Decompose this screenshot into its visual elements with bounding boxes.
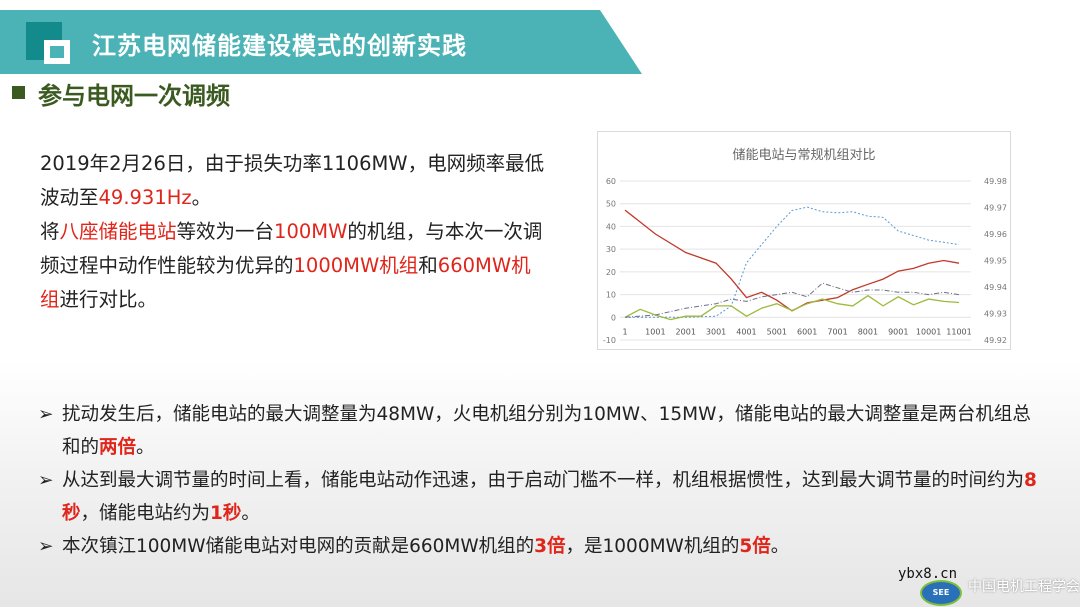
text-run: 2019年2月26日，由于损失功率1106MW，电网频率最低波动至 — [40, 152, 545, 209]
logo-square-icon-core — [50, 46, 64, 58]
chart-title: 储能电站与常规机组对比 — [732, 148, 875, 163]
org-name: 中国电机工程学会 — [968, 579, 1080, 595]
highlight-run: 660MW机组 — [40, 254, 531, 311]
text-run: 将 — [40, 220, 60, 243]
series-line-4 — [624, 282, 960, 318]
text-run: 和 — [418, 254, 438, 277]
y-left-tick-label: 10 — [606, 291, 616, 300]
text-run: 本次镇江100MW储能电站对电网的贡献是660MW机组的 — [62, 536, 535, 557]
highlight-run: 两倍 — [99, 437, 137, 458]
arrow-bullet-icon: ➢ — [38, 470, 54, 491]
square-bullet-icon — [12, 86, 25, 99]
x-tick-label: 6001 — [797, 327, 817, 336]
x-tick-label: 11001 — [946, 327, 971, 336]
bullet-list: ➢ 扰动发生后，储能电站的最大调整量为48MW，火电机组分别为10MW、15MW，… — [38, 398, 1048, 563]
y-left-tick-label: 0 — [611, 313, 616, 322]
intro-paragraph-1: 2019年2月26日，由于损失功率1106MW，电网频率最低波动至49.931H… — [40, 147, 550, 215]
text-run: 的机组，与本次一次调频过程中动作性能较为优异的 — [40, 220, 543, 277]
slide-title: 江苏电网储能建设模式的创新实践 — [92, 32, 467, 60]
y-left-tick-label: 50 — [606, 200, 616, 209]
x-tick-label: 5001 — [767, 327, 787, 336]
x-tick-label: 10001 — [916, 327, 941, 336]
x-tick-label: 1 — [622, 327, 627, 336]
y-left-tick-label: 20 — [606, 268, 616, 277]
y-right-tick-label: 49.92 — [984, 336, 1007, 345]
arrow-bullet-icon: ➢ — [38, 536, 54, 557]
text-run: 进行对比。 — [59, 288, 158, 311]
bullet-item: ➢ 本次镇江100MW储能电站对电网的贡献是660MW机组的3倍，是1000MW机… — [38, 530, 1048, 563]
y-left-tick-label: -10 — [603, 336, 616, 345]
intro-text: 2019年2月26日，由于损失功率1106MW，电网频率最低波动至49.931H… — [40, 147, 550, 317]
text-run: ，储能电站约为 — [80, 503, 211, 524]
section-title: 参与电网一次调频 — [38, 82, 230, 110]
highlight-run: 49.931Hz — [98, 186, 192, 209]
y-right-tick-label: 49.95 — [984, 257, 1007, 266]
text-run: ，是1000MW机组的 — [565, 536, 740, 557]
series-line-1 — [625, 206, 960, 318]
highlight-run: 3倍 — [534, 536, 566, 557]
x-tick-label: 9001 — [888, 327, 908, 336]
highlight-run: 5倍 — [739, 536, 771, 557]
x-tick-label: 8001 — [858, 327, 878, 336]
highlight-run: 八座储能电站 — [59, 220, 177, 243]
title-banner — [0, 10, 642, 74]
x-tick-label: 1001 — [645, 327, 665, 336]
text-run: 。 — [770, 536, 790, 557]
comparison-chart: 储能电站与常规机组对比 -10 0 10 20 30 40 50 60 49.92 49.93 49… — [597, 131, 1011, 350]
y-left-tick-label: 40 — [606, 222, 616, 231]
text-run: 等效为一台 — [176, 220, 275, 243]
slide-background — [0, 360, 1080, 607]
y-right-tick-label: 49.96 — [984, 230, 1007, 239]
text-run: 从达到最大调节量的时间上看，储能电站动作迅速，由于启动门槛不一样，机组根据惯性，… — [62, 470, 1025, 491]
y-right-tick-label: 49.94 — [984, 283, 1007, 292]
highlight-run: 机组 — [379, 254, 419, 277]
watermark-text: ybx8.cn — [898, 566, 958, 582]
text-run: 。 — [136, 437, 155, 458]
bullet-item: ➢ 扰动发生后，储能电站的最大调整量为48MW，火电机组分别为10MW、15MW，… — [38, 398, 1048, 464]
series-line-3 — [624, 294, 960, 321]
chart-svg: 储能电站与常规机组对比 -10 0 10 20 30 40 50 60 49.92 49.93 49… — [603, 148, 1007, 345]
y-left-tick-label: 60 — [606, 177, 616, 186]
intro-paragraph-2: 将八座储能电站等效为一台100MW的机组，与本次一次调频过程中动作性能较为优异的… — [40, 215, 550, 317]
bullet-item: ➢ 从达到最大调节量的时间上看，储能电站动作迅速，由于启动门槛不一样，机组根据惯性… — [38, 464, 1048, 530]
y-right-tick-label: 49.98 — [984, 177, 1007, 186]
y-right-tick-label: 49.93 — [984, 310, 1007, 319]
highlight-run: 8秒 — [62, 470, 1037, 524]
highlight-run: 1000MW — [293, 254, 380, 277]
highlight-run: 1秒 — [210, 503, 242, 524]
arrow-bullet-icon: ➢ — [38, 404, 54, 425]
x-tick-label: 7001 — [827, 327, 847, 336]
series-line-2 — [624, 209, 960, 312]
see-logo-icon: SEE — [920, 580, 962, 606]
y-right-tick-label: 49.97 — [984, 204, 1007, 213]
text-run: 。 — [191, 186, 212, 209]
text-run: 扰动发生后，储能电站的最大调整量为48MW，火电机组分别为10MW、15MW，储… — [62, 404, 1031, 458]
text-run: 。 — [241, 503, 260, 524]
x-tick-label: 3001 — [706, 327, 726, 336]
x-tick-label: 2001 — [676, 327, 696, 336]
x-tick-label: 4001 — [736, 327, 756, 336]
highlight-run: 100MW — [274, 220, 348, 243]
y-left-tick-label: 30 — [606, 245, 616, 254]
